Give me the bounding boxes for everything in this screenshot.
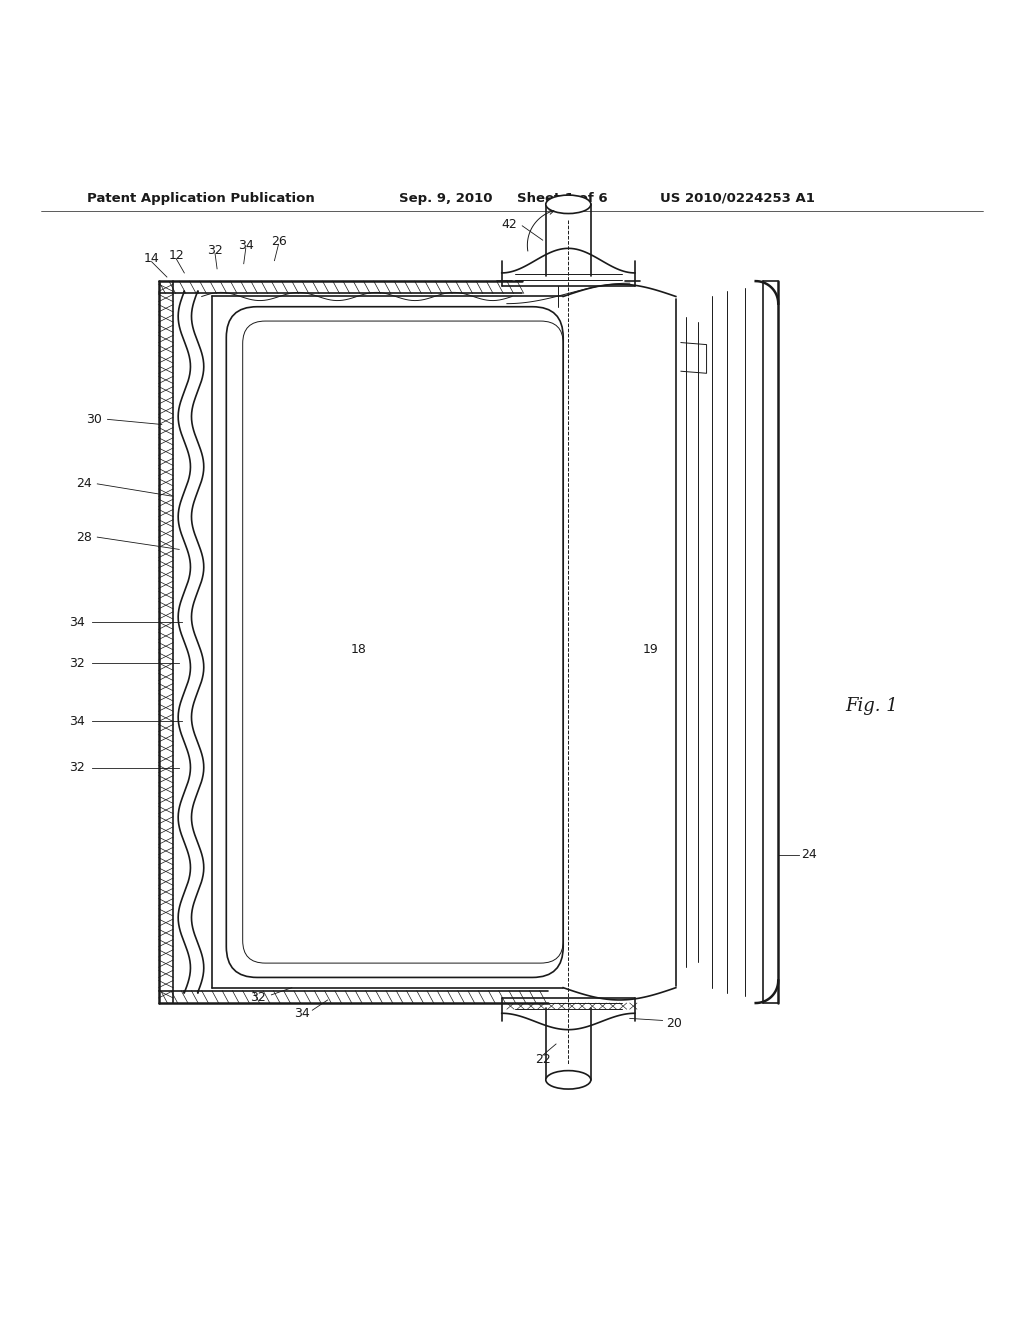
Text: 32: 32 xyxy=(250,991,266,1005)
Text: 28: 28 xyxy=(76,531,92,544)
Ellipse shape xyxy=(546,1071,591,1089)
Text: 26: 26 xyxy=(270,235,287,248)
Text: 19: 19 xyxy=(642,643,658,656)
Text: 30: 30 xyxy=(86,413,102,426)
Text: 14: 14 xyxy=(143,252,160,265)
Text: US 2010/0224253 A1: US 2010/0224253 A1 xyxy=(660,191,815,205)
Text: 42: 42 xyxy=(501,218,517,231)
Text: 34: 34 xyxy=(238,239,254,252)
Text: Sep. 9, 2010: Sep. 9, 2010 xyxy=(399,191,493,205)
Ellipse shape xyxy=(546,195,591,214)
Text: 34: 34 xyxy=(294,1007,310,1020)
Text: 20: 20 xyxy=(666,1016,682,1030)
Text: 34: 34 xyxy=(69,615,85,628)
Text: 32: 32 xyxy=(69,762,85,774)
Text: 32: 32 xyxy=(69,656,85,669)
Text: 34: 34 xyxy=(69,715,85,727)
Text: 32: 32 xyxy=(207,244,223,257)
Text: Fig. 1: Fig. 1 xyxy=(845,697,898,715)
Text: 12: 12 xyxy=(168,249,184,261)
Text: Patent Application Publication: Patent Application Publication xyxy=(87,191,314,205)
Text: 24: 24 xyxy=(76,478,92,490)
Text: 18: 18 xyxy=(350,643,367,656)
Text: Sheet 1 of 6: Sheet 1 of 6 xyxy=(517,191,608,205)
Text: 24: 24 xyxy=(801,847,817,861)
Text: 22: 22 xyxy=(535,1053,551,1065)
